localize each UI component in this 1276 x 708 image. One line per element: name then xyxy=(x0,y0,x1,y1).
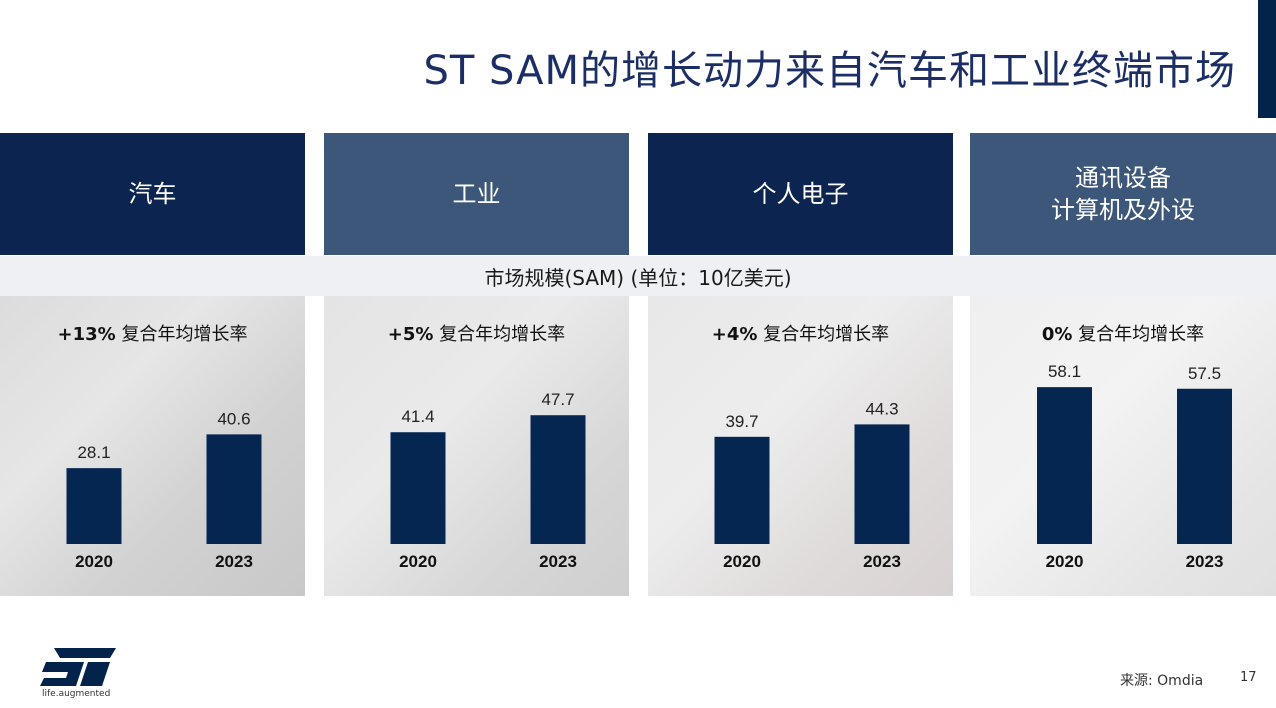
cagr-personal-electronics: +4% 复合年均增长率 xyxy=(648,320,953,346)
cagr-communications-value: 0% xyxy=(1041,324,1073,345)
header-industrial-label: 工业 xyxy=(452,180,501,208)
bar-2023 xyxy=(1177,388,1232,544)
cagr-automotive: +13% 复合年均增长率 xyxy=(0,320,305,346)
cagr-industrial: +5% 复合年均增长率 xyxy=(324,320,629,346)
cagr-personal-electronics-value: +4% xyxy=(711,324,758,345)
panel-industrial: +5% 复合年均增长率 41.4 2020 47.7 2023 xyxy=(324,296,629,596)
bar-value-label: 57.5 xyxy=(1188,364,1221,383)
bar-value-label: 40.6 xyxy=(217,409,250,428)
x-tick-label: 2020 xyxy=(1046,552,1084,571)
x-tick-label: 2023 xyxy=(1186,552,1224,571)
bar-value-label: 58.1 xyxy=(1048,362,1081,381)
bar-2020 xyxy=(1037,387,1092,544)
header-personal-electronics-label: 个人电子 xyxy=(752,180,849,208)
title-accent-bar xyxy=(1258,0,1276,118)
x-tick-label: 2023 xyxy=(215,552,253,571)
cagr-industrial-label: 复合年均增长率 xyxy=(439,324,566,345)
logo-tagline: life.augmented xyxy=(42,689,111,699)
bar-2020 xyxy=(390,432,446,544)
subtitle-band xyxy=(0,256,1276,296)
page-number: 17 xyxy=(1240,670,1257,685)
chart-industrial: 41.4 2020 47.7 2023 xyxy=(390,390,586,571)
panel-personal-electronics: +4% 复合年均增长率 39.7 2020 44.3 2023 xyxy=(648,296,953,596)
x-tick-label: 2020 xyxy=(723,552,761,571)
header-automotive-label: 汽车 xyxy=(128,180,177,208)
bar-2023 xyxy=(530,415,586,544)
panel-automotive: +13% 复合年均增长率 28.1 2020 40.6 2023 xyxy=(0,296,305,596)
chart-automotive: 28.1 2020 40.6 2023 xyxy=(66,409,262,571)
x-tick-label: 2023 xyxy=(863,552,901,571)
header-communications-label-line1: 通讯设备 xyxy=(1075,164,1171,192)
cagr-automotive-value: +13% xyxy=(57,324,116,345)
x-tick-label: 2020 xyxy=(399,552,437,571)
panel-communications: 0% 复合年均增长率 58.1 2020 57.5 2023 xyxy=(970,296,1276,596)
chart-subtitle: 市场规模(SAM) (单位：10亿美元) xyxy=(484,266,792,290)
chart-communications: 58.1 2020 57.5 2023 xyxy=(1037,362,1232,571)
cagr-communications: 0% 复合年均增长率 xyxy=(970,320,1276,346)
x-tick-label: 2023 xyxy=(539,552,577,571)
header-personal-electronics: 个人电子 xyxy=(648,133,953,255)
cagr-communications-label: 复合年均增长率 xyxy=(1078,324,1205,345)
cagr-personal-electronics-label: 复合年均增长率 xyxy=(763,324,890,345)
header-communications-computers: 通讯设备 计算机及外设 xyxy=(970,133,1276,255)
source-note: 来源: Omdia xyxy=(1120,673,1204,689)
st-logo xyxy=(40,648,116,690)
bar-value-label: 28.1 xyxy=(77,443,110,462)
st-logo-icon xyxy=(40,648,116,686)
header-automotive: 汽车 xyxy=(0,133,305,255)
bar-2023 xyxy=(854,424,910,544)
bar-value-label: 41.4 xyxy=(401,407,434,426)
bar-value-label: 39.7 xyxy=(725,412,758,431)
x-tick-label: 2020 xyxy=(75,552,113,571)
header-communications-label-line2: 计算机及外设 xyxy=(1051,196,1195,224)
slide-title: ST SAM的增长动力来自汽车和工业终端市场 xyxy=(423,48,1236,94)
bar-value-label: 44.3 xyxy=(865,399,898,418)
bar-value-label: 47.7 xyxy=(541,390,574,409)
bar-2023 xyxy=(206,434,262,544)
chart-personal-electronics: 39.7 2020 44.3 2023 xyxy=(714,399,910,571)
cagr-industrial-value: +5% xyxy=(387,324,434,345)
bar-2020 xyxy=(714,436,770,544)
bar-2020 xyxy=(66,468,122,544)
cagr-automotive-label: 复合年均增长率 xyxy=(121,324,248,345)
header-industrial: 工业 xyxy=(324,133,629,255)
